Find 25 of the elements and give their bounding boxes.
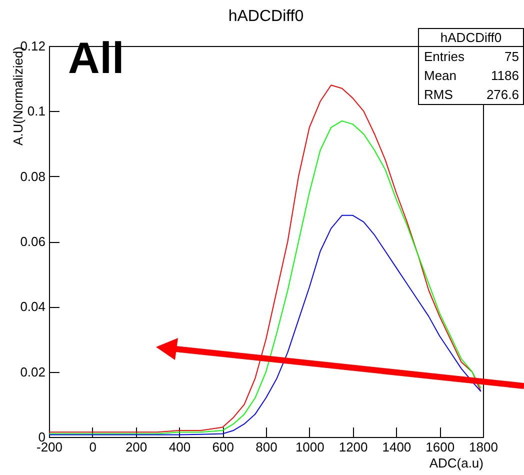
text: 1186 xyxy=(491,68,519,83)
text: hADCDiff0 xyxy=(419,29,523,47)
chart-title: hADCDiff0 xyxy=(228,8,304,25)
x-tick-label: 800 xyxy=(256,440,278,454)
annotation: RMS xyxy=(424,87,453,102)
y-tick-label: 0.08 xyxy=(20,168,46,184)
x-tick-label: 400 xyxy=(168,440,191,454)
x-tick-label: 1000 xyxy=(295,440,324,454)
y-tick-label: 0.1 xyxy=(27,104,46,119)
x-tick-label: 0 xyxy=(89,440,97,454)
text: 276.6 xyxy=(486,87,519,102)
x-axis-title: ADC(a.u) xyxy=(429,456,484,470)
annotation: Mean xyxy=(424,68,457,83)
annotation: All xyxy=(68,34,124,84)
annotation: Entries xyxy=(424,49,464,64)
x-tick-label: 600 xyxy=(212,440,234,454)
y-tick-label: 0.06 xyxy=(20,234,46,249)
x-tick-label: 200 xyxy=(125,440,148,454)
x-tick-label: 1400 xyxy=(382,440,412,454)
x-tick-label: 1200 xyxy=(338,440,368,454)
x-tick-label: 1800 xyxy=(469,440,498,454)
y-tick-label: 0.02 xyxy=(20,364,46,380)
x-tick-label: 1600 xyxy=(426,440,455,454)
text: 75 xyxy=(504,49,519,64)
y-tick-label: 0.04 xyxy=(20,299,46,314)
